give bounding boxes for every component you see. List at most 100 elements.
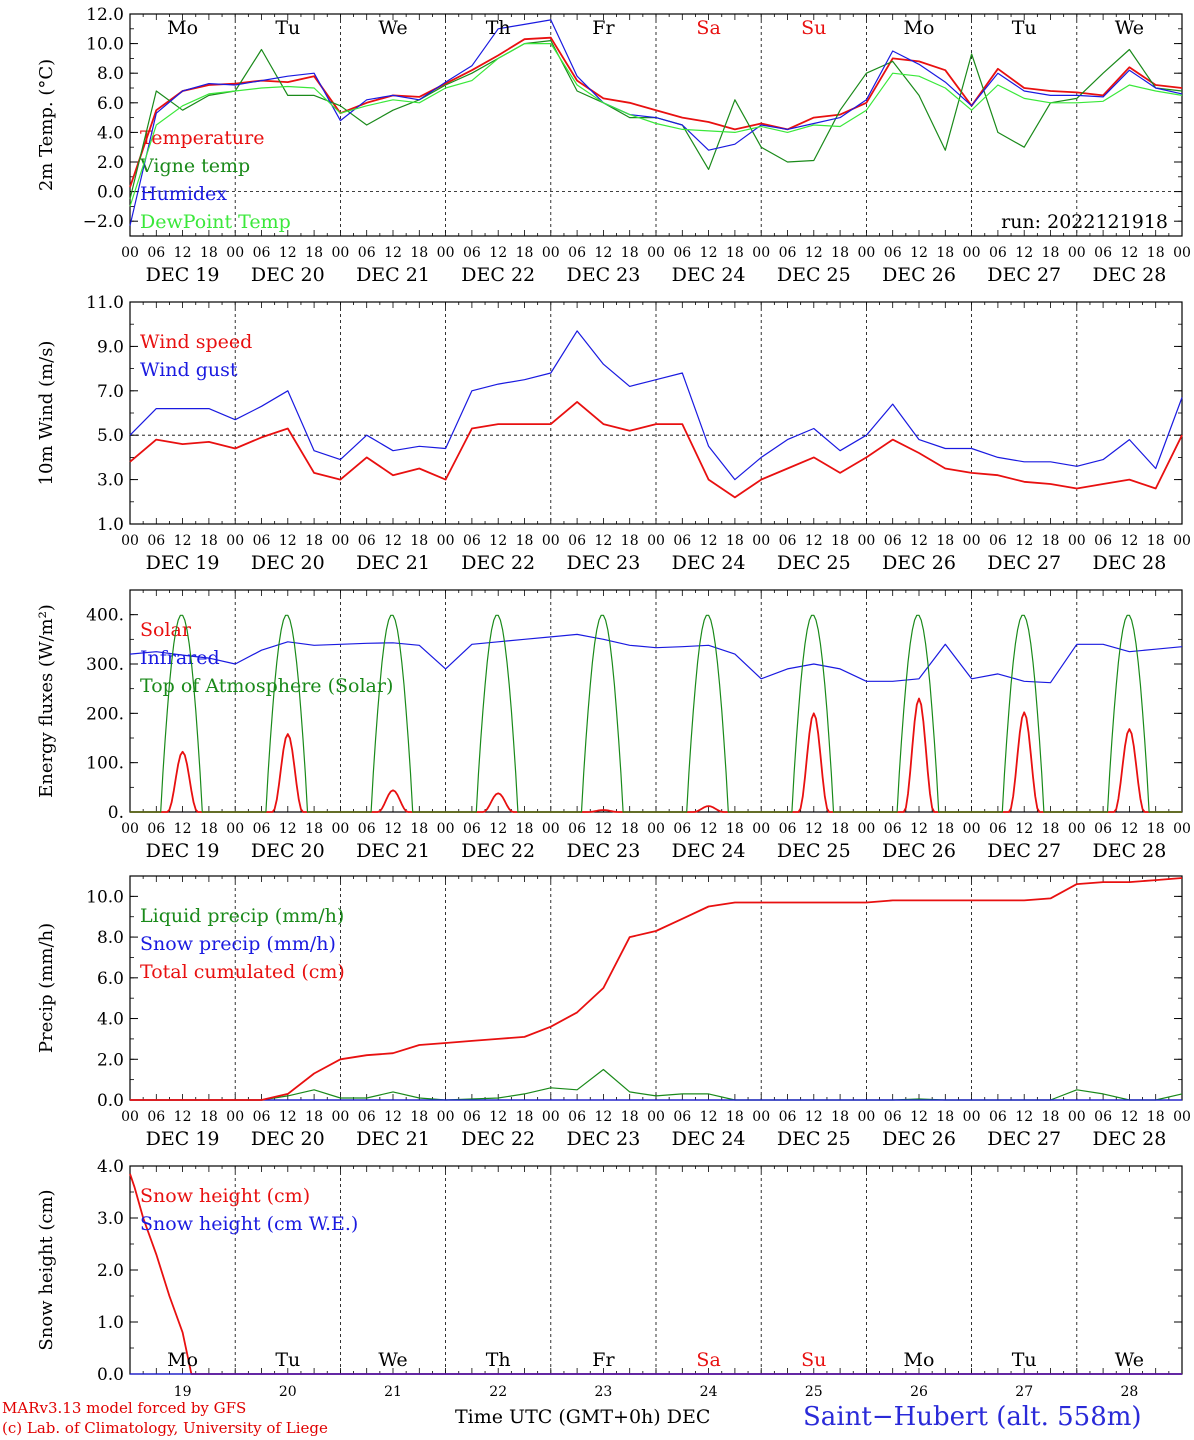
weekday-label: Su bbox=[801, 1349, 826, 1371]
date-label: DEC 24 bbox=[672, 840, 746, 862]
y-axis-label: 2m Temp. (°C) bbox=[36, 59, 57, 191]
weekday-label: Th bbox=[486, 17, 511, 39]
day-number-label: 20 bbox=[279, 1384, 297, 1400]
weekday-label: Mo bbox=[167, 1349, 198, 1371]
hour-tick-label: 18 bbox=[516, 533, 534, 549]
hour-tick-label: 18 bbox=[516, 245, 534, 261]
hour-tick-label: 12 bbox=[805, 245, 823, 261]
legend-entry: Snow precip (mm/h) bbox=[140, 933, 336, 955]
legend-entry: Temperature bbox=[140, 127, 264, 149]
hour-tick-label: 00 bbox=[1068, 821, 1086, 837]
hour-tick-label: 18 bbox=[1042, 821, 1060, 837]
hour-tick-label: 18 bbox=[516, 1109, 534, 1125]
date-label: DEC 21 bbox=[356, 1128, 430, 1150]
hour-tick-label: 12 bbox=[910, 821, 928, 837]
hour-tick-label: 06 bbox=[463, 245, 481, 261]
hour-tick-label: 06 bbox=[358, 245, 376, 261]
date-label: DEC 19 bbox=[146, 1128, 220, 1150]
date-label: DEC 25 bbox=[777, 840, 851, 862]
hour-tick-label: 06 bbox=[673, 821, 691, 837]
hour-tick-label: 06 bbox=[989, 533, 1007, 549]
hour-tick-label: 06 bbox=[884, 245, 902, 261]
weekday-label: Fr bbox=[592, 17, 615, 39]
date-label: DEC 20 bbox=[251, 840, 325, 862]
date-label: DEC 22 bbox=[461, 552, 535, 574]
weekday-label: We bbox=[378, 17, 407, 39]
hour-tick-label: 00 bbox=[1173, 821, 1191, 837]
weekday-label: Tu bbox=[275, 17, 300, 39]
hour-tick-label: 18 bbox=[936, 1109, 954, 1125]
hour-tick-label: 12 bbox=[805, 533, 823, 549]
hour-tick-label: 12 bbox=[594, 821, 612, 837]
hour-tick-label: 00 bbox=[331, 1109, 349, 1125]
hour-tick-label: 00 bbox=[121, 821, 139, 837]
legend-entry: DewPoint Temp bbox=[140, 211, 291, 233]
y-tick-label: −2.0 bbox=[83, 212, 124, 232]
hour-tick-label: 18 bbox=[200, 533, 218, 549]
weekday-label: Tu bbox=[275, 1349, 300, 1371]
model-credit: MARv3.13 model forced by GFS bbox=[2, 1399, 247, 1417]
y-tick-label: 10.0 bbox=[86, 35, 124, 55]
date-label: DEC 19 bbox=[146, 552, 220, 574]
hour-tick-label: 00 bbox=[963, 821, 981, 837]
hour-tick-label: 00 bbox=[121, 245, 139, 261]
y-axis-label: Precip (mm/h) bbox=[36, 923, 57, 1053]
date-label: DEC 25 bbox=[777, 264, 851, 286]
hour-tick-label: 12 bbox=[279, 821, 297, 837]
series-line-wind-gust bbox=[129, 330, 1183, 481]
y-tick-label: 2.0 bbox=[97, 1261, 124, 1281]
hour-tick-label: 12 bbox=[1120, 533, 1138, 549]
hour-tick-label: 06 bbox=[253, 245, 271, 261]
hour-tick-label: 06 bbox=[147, 245, 165, 261]
weekday-label: Mo bbox=[167, 17, 198, 39]
hour-tick-label: 00 bbox=[752, 533, 770, 549]
panel-2: 11.0 9.0 7.0 5.0 3.0 1.0 10m Wind (m/s) Wind sp… bbox=[36, 293, 1191, 574]
hour-tick-label: 12 bbox=[805, 1109, 823, 1125]
day-number-label: 24 bbox=[700, 1384, 718, 1400]
y-tick-label: 0. bbox=[108, 803, 124, 823]
series-line-top-of-atmosphere-solar- bbox=[130, 614, 1182, 813]
date-label: DEC 26 bbox=[882, 1128, 956, 1150]
y-tick-label: 0.0 bbox=[97, 1365, 124, 1385]
hour-tick-label: 00 bbox=[437, 1109, 455, 1125]
hour-tick-label: 06 bbox=[358, 1109, 376, 1125]
hour-tick-label: 06 bbox=[358, 821, 376, 837]
weekday-label: We bbox=[378, 1349, 407, 1371]
hour-tick-label: 00 bbox=[542, 821, 560, 837]
panel-3: 400. 300. 200. 100. 0. Energy fluxes (W/m²) So… bbox=[36, 589, 1191, 862]
hour-tick-label: 00 bbox=[963, 533, 981, 549]
hour-tick-label: 18 bbox=[1147, 245, 1165, 261]
day-number-label: 23 bbox=[594, 1384, 612, 1400]
hour-tick-label: 00 bbox=[331, 533, 349, 549]
date-label: DEC 19 bbox=[146, 840, 220, 862]
hour-tick-label: 12 bbox=[489, 533, 507, 549]
date-label: DEC 27 bbox=[987, 264, 1061, 286]
hour-tick-label: 18 bbox=[831, 245, 849, 261]
legend-entry: Total cumulated (cm) bbox=[140, 961, 345, 983]
hour-tick-label: 00 bbox=[437, 821, 455, 837]
hour-tick-label: 12 bbox=[174, 245, 192, 261]
hour-tick-label: 18 bbox=[410, 245, 428, 261]
legend-entry: Snow height (cm W.E.) bbox=[140, 1213, 358, 1235]
hour-tick-label: 18 bbox=[200, 245, 218, 261]
date-label: DEC 20 bbox=[251, 552, 325, 574]
hour-tick-label: 06 bbox=[989, 245, 1007, 261]
hour-tick-label: 18 bbox=[726, 821, 744, 837]
legend-entry: Humidex bbox=[140, 183, 227, 205]
x-axis-title: Time UTC (GMT+0h) DEC bbox=[455, 1406, 711, 1428]
y-tick-label: 3.0 bbox=[97, 471, 124, 491]
hour-tick-label: 00 bbox=[647, 1109, 665, 1125]
hour-tick-label: 06 bbox=[884, 533, 902, 549]
hour-tick-label: 06 bbox=[884, 1109, 902, 1125]
hour-tick-label: 12 bbox=[279, 245, 297, 261]
date-label: DEC 28 bbox=[1092, 552, 1166, 574]
legend-entry: Solar bbox=[140, 619, 192, 641]
hour-tick-label: 06 bbox=[253, 821, 271, 837]
date-label: DEC 26 bbox=[882, 264, 956, 286]
y-axis-label: Energy fluxes (W/m²) bbox=[36, 604, 57, 798]
weekday-label: Su bbox=[801, 17, 826, 39]
date-label: DEC 23 bbox=[566, 840, 640, 862]
y-tick-label: 100. bbox=[86, 754, 124, 774]
panel-4: 10.0 8.0 6.0 4.0 2.0 0.0 Precip (mm/h) Liquid p… bbox=[36, 875, 1191, 1150]
series-line-humidex bbox=[129, 19, 1183, 226]
